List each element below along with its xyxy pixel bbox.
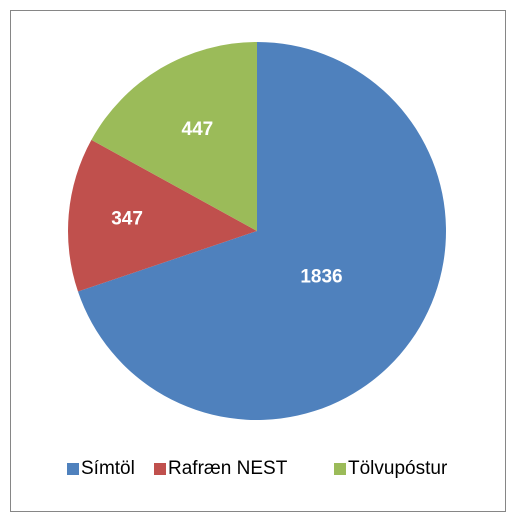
data-label: 347	[111, 209, 143, 230]
pie-slice	[77, 42, 446, 420]
legend-swatch	[67, 463, 79, 475]
data-label: 1836	[300, 266, 342, 287]
pie-slice	[91, 42, 257, 231]
legend-label: Rafræn NEST	[168, 458, 288, 479]
legend-label: Tölvupóstur	[348, 458, 448, 479]
data-label: 447	[182, 119, 214, 140]
pie-slice	[68, 139, 258, 292]
legend-swatch	[334, 463, 346, 475]
legend-swatch	[154, 463, 166, 475]
legend-label: Símtöl	[81, 458, 135, 479]
